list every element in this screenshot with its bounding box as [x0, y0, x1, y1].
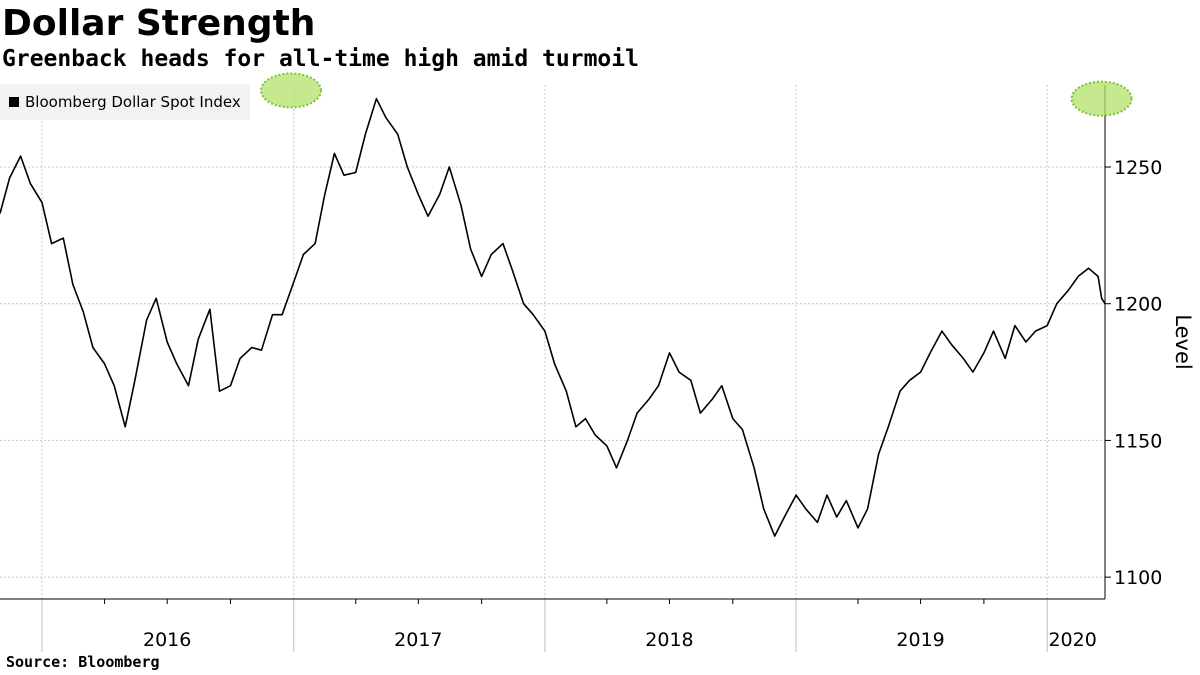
highlight-marker-2	[1070, 80, 1133, 117]
x-tick-label-2020: 2020	[1048, 629, 1096, 651]
y-tick-label-1150: 1150	[1114, 430, 1162, 452]
highlight-marker-1	[260, 72, 323, 109]
x-tick-label-2018: 2018	[645, 629, 693, 651]
legend-swatch	[9, 97, 19, 107]
y-tick-label-1200: 1200	[1114, 294, 1162, 316]
y-axis-label: Level	[1171, 314, 1195, 369]
legend-label: Bloomberg Dollar Spot Index	[25, 93, 241, 111]
legend: Bloomberg Dollar Spot Index	[0, 84, 250, 120]
x-tick-label-2016: 2016	[143, 629, 191, 651]
chart-subtitle: Greenback heads for all-time high amid t…	[2, 46, 639, 72]
x-tick-label-2019: 2019	[896, 629, 944, 651]
x-tick-label-2017: 2017	[394, 629, 442, 651]
source-note: Source: Bloomberg	[6, 653, 160, 671]
series-line-0	[0, 97, 1106, 537]
chart-title: Dollar Strength	[2, 3, 316, 44]
y-tick-label-1100: 1100	[1114, 567, 1162, 589]
y-tick-label-1250: 1250	[1114, 157, 1162, 179]
